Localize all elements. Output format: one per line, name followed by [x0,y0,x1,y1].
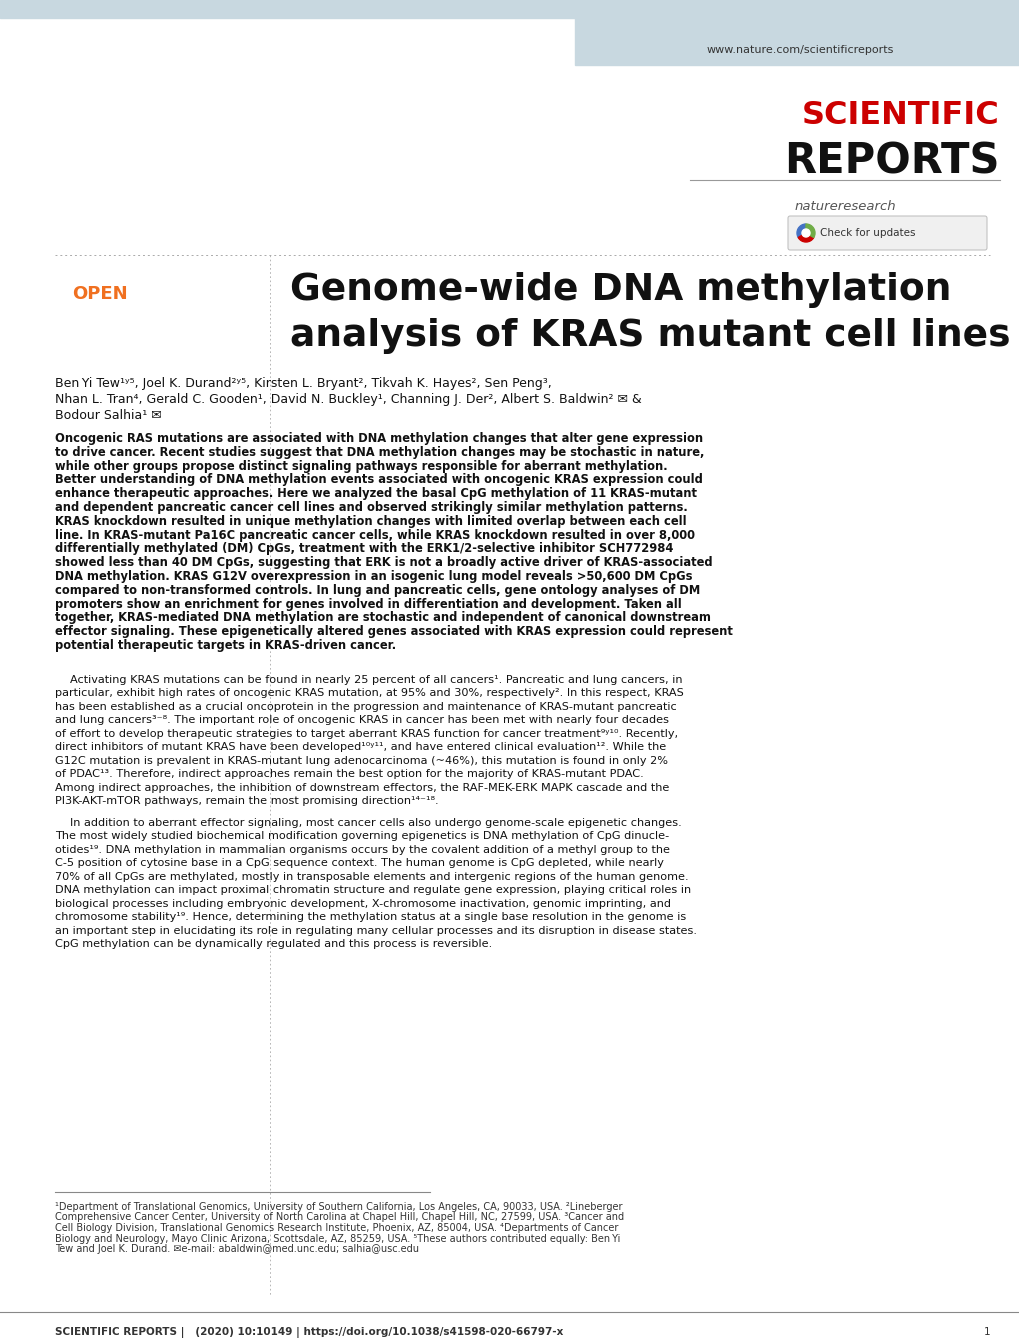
Text: DNA methylation. KRAS G12V overexpression in an isogenic lung model reveals >50,: DNA methylation. KRAS G12V overexpressio… [55,570,692,583]
Text: enhance therapeutic approaches. Here we analyzed the basal CpG methylation of 11: enhance therapeutic approaches. Here we … [55,488,696,500]
Text: potential therapeutic targets in KRAS-driven cancer.: potential therapeutic targets in KRAS-dr… [55,639,395,653]
Text: of effort to develop therapeutic strategies to target aberrant KRAS function for: of effort to develop therapeutic strateg… [55,729,678,738]
Text: showed less than 40 DM CpGs, suggesting that ERK is not a broadly active driver : showed less than 40 DM CpGs, suggesting … [55,556,712,570]
Text: 1: 1 [982,1327,989,1337]
Text: KRAS knockdown resulted in unique methylation changes with limited overlap betwe: KRAS knockdown resulted in unique methyl… [55,515,686,528]
Text: particular, exhibit high rates of oncogenic KRAS mutation, at 95% and 30%, respe: particular, exhibit high rates of oncoge… [55,689,683,698]
Text: OPEN: OPEN [72,285,127,303]
Text: Among indirect approaches, the inhibition of downstream effectors, the RAF-MEK-E: Among indirect approaches, the inhibitio… [55,783,668,793]
FancyBboxPatch shape [788,216,986,251]
Text: In addition to aberrant effector signaling, most cancer cells also undergo genom: In addition to aberrant effector signali… [70,817,681,828]
Text: PI3K-AKT-mTOR pathways, remain the most promising direction¹⁴⁻¹⁸.: PI3K-AKT-mTOR pathways, remain the most … [55,796,438,807]
Text: natureresearch: natureresearch [794,200,895,213]
Text: DNA methylation can impact proximal chromatin structure and regulate gene expres: DNA methylation can impact proximal chro… [55,886,691,895]
Text: biological processes including embryonic development, X-chromosome inactivation,: biological processes including embryonic… [55,899,671,909]
Circle shape [801,229,809,237]
Text: analysis of KRAS mutant cell lines: analysis of KRAS mutant cell lines [289,318,1010,354]
Text: Biology and Neurology, Mayo Clinic Arizona, Scottsdale, AZ, 85259, USA. ⁵These a: Biology and Neurology, Mayo Clinic Arizo… [55,1234,620,1244]
Bar [0,0,1019,17]
Text: Ben Yi Tew¹ʸ⁵, Joel K. Durand²ʸ⁵, Kirsten L. Bryant², Tikvah K. Hayes², Sen Peng: Ben Yi Tew¹ʸ⁵, Joel K. Durand²ʸ⁵, Kirste… [55,377,551,390]
Text: Bodour Salhia¹ ✉: Bodour Salhia¹ ✉ [55,409,162,422]
Wedge shape [796,224,805,237]
Wedge shape [798,233,813,243]
Text: an important step in elucidating its role in regulating many cellular processes : an important step in elucidating its rol… [55,926,696,935]
Text: REPORTS: REPORTS [784,139,999,182]
Text: 70% of all CpGs are methylated, mostly in transposable elements and intergenic r: 70% of all CpGs are methylated, mostly i… [55,872,688,882]
Text: G12C mutation is prevalent in KRAS-mutant lung adenocarcinoma (~46%), this mutat: G12C mutation is prevalent in KRAS-mutan… [55,756,667,765]
Text: together, KRAS-mediated DNA methylation are stochastic and independent of canoni: together, KRAS-mediated DNA methylation … [55,611,710,624]
Text: direct inhibitors of mutant KRAS have been developed¹⁰ʸ¹¹, and have entered clin: direct inhibitors of mutant KRAS have be… [55,742,665,752]
Text: SCIENTIFIC: SCIENTIFIC [802,100,999,131]
Bar [575,17,1019,66]
Text: while other groups propose distinct signaling pathways responsible for aberrant : while other groups propose distinct sign… [55,460,667,473]
Text: otides¹⁹. DNA methylation in mammalian organisms occurs by the covalent addition: otides¹⁹. DNA methylation in mammalian o… [55,844,669,855]
Text: Activating KRAS mutations can be found in nearly 25 percent of all cancers¹. Pan: Activating KRAS mutations can be found i… [70,675,682,685]
Text: Better understanding of DNA methylation events associated with oncogenic KRAS ex: Better understanding of DNA methylation … [55,473,702,486]
Text: Nhan L. Tran⁴, Gerald C. Gooden¹, David N. Buckley¹, Channing J. Der², Albert S.: Nhan L. Tran⁴, Gerald C. Gooden¹, David … [55,393,641,406]
Text: SCIENTIFIC REPORTS |   (2020) 10:10149 | https://doi.org/10.1038/s41598-020-6679: SCIENTIFIC REPORTS | (2020) 10:10149 | h… [55,1327,562,1339]
Text: and dependent pancreatic cancer cell lines and observed strikingly similar methy: and dependent pancreatic cancer cell lin… [55,501,687,515]
Text: C-5 position of cytosine base in a CpG sequence context. The human genome is CpG: C-5 position of cytosine base in a CpG s… [55,859,663,868]
Text: differentially methylated (DM) CpGs, treatment with the ERK1/2-selective inhibit: differentially methylated (DM) CpGs, tre… [55,543,673,555]
Text: to drive cancer. Recent studies suggest that DNA methylation changes may be stoc: to drive cancer. Recent studies suggest … [55,446,704,458]
Text: chromosome stability¹⁹. Hence, determining the methylation status at a single ba: chromosome stability¹⁹. Hence, determini… [55,913,686,922]
Text: ¹Department of Translational Genomics, University of Southern California, Los An: ¹Department of Translational Genomics, U… [55,1202,622,1211]
Text: compared to non-transformed controls. In lung and pancreatic cells, gene ontolog: compared to non-transformed controls. In… [55,584,700,596]
Text: of PDAC¹³. Therefore, indirect approaches remain the best option for the majorit: of PDAC¹³. Therefore, indirect approache… [55,769,643,780]
Text: Check for updates: Check for updates [819,228,915,239]
Text: effector signaling. These epigenetically altered genes associated with KRAS expr: effector signaling. These epigenetically… [55,626,733,638]
Wedge shape [805,224,814,237]
Text: Tew and Joel K. Durand. ✉e-mail: abaldwin@med.unc.edu; salhia@usc.edu: Tew and Joel K. Durand. ✉e-mail: abaldwi… [55,1244,419,1254]
Text: has been established as a crucial oncoprotein in the progression and maintenance: has been established as a crucial oncopr… [55,702,676,712]
Text: promoters show an enrichment for genes involved in differentiation and developme: promoters show an enrichment for genes i… [55,598,681,611]
Text: Genome-wide DNA methylation: Genome-wide DNA methylation [289,272,951,308]
Text: The most widely studied biochemical modification governing epigenetics is DNA me: The most widely studied biochemical modi… [55,831,668,842]
Text: line. In KRAS-mutant Pa16C pancreatic cancer cells, while KRAS knockdown resulte: line. In KRAS-mutant Pa16C pancreatic ca… [55,528,694,541]
Text: CpG methylation can be dynamically regulated and this process is reversible.: CpG methylation can be dynamically regul… [55,939,492,949]
Text: and lung cancers³⁻⁸. The important role of oncogenic KRAS in cancer has been met: and lung cancers³⁻⁸. The important role … [55,716,668,725]
Text: Cell Biology Division, Translational Genomics Research Institute, Phoenix, AZ, 8: Cell Biology Division, Translational Gen… [55,1223,618,1233]
Text: Comprehensive Cancer Center, University of North Carolina at Chapel Hill, Chapel: Comprehensive Cancer Center, University … [55,1213,624,1222]
Text: Oncogenic RAS mutations are associated with DNA methylation changes that alter g: Oncogenic RAS mutations are associated w… [55,431,702,445]
Text: www.nature.com/scientificreports: www.nature.com/scientificreports [705,46,893,55]
